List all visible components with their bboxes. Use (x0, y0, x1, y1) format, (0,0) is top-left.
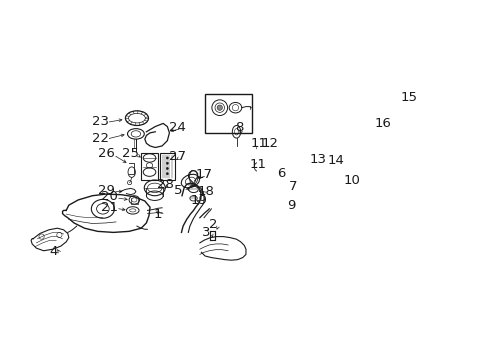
Text: 11: 11 (250, 137, 267, 150)
Circle shape (166, 162, 168, 164)
Text: 18: 18 (197, 185, 214, 198)
Text: 5: 5 (173, 184, 182, 197)
Text: 15: 15 (400, 91, 417, 104)
Text: 9: 9 (287, 199, 295, 212)
Circle shape (166, 157, 168, 159)
Bar (141, 153, 158, 180)
Text: 1: 1 (153, 208, 162, 221)
Bar (204, 94, 252, 133)
Text: 19: 19 (190, 194, 207, 207)
Text: 14: 14 (327, 154, 344, 167)
Text: 2: 2 (209, 218, 217, 231)
Circle shape (166, 173, 168, 175)
Circle shape (217, 105, 222, 110)
Text: 26: 26 (98, 147, 115, 160)
Text: 6: 6 (277, 167, 285, 180)
Text: 12: 12 (261, 137, 278, 150)
Text: 20: 20 (101, 190, 118, 203)
Text: 22: 22 (92, 131, 108, 145)
Text: 16: 16 (374, 117, 391, 130)
Text: 17: 17 (195, 168, 212, 181)
Text: 25: 25 (122, 147, 139, 160)
Text: 7: 7 (288, 180, 297, 193)
Text: 8: 8 (234, 121, 243, 134)
Text: 11: 11 (249, 158, 266, 171)
Bar (160, 153, 174, 180)
Text: 29: 29 (98, 184, 115, 197)
Text: 24: 24 (169, 121, 186, 134)
Text: 27: 27 (169, 150, 186, 163)
Text: 21: 21 (101, 201, 118, 214)
Text: 10: 10 (343, 174, 360, 186)
Text: 13: 13 (308, 153, 325, 166)
Text: 4: 4 (49, 245, 57, 258)
Text: 28: 28 (157, 178, 174, 191)
Text: 23: 23 (92, 115, 108, 128)
Circle shape (166, 167, 168, 170)
Text: 3: 3 (202, 226, 210, 239)
